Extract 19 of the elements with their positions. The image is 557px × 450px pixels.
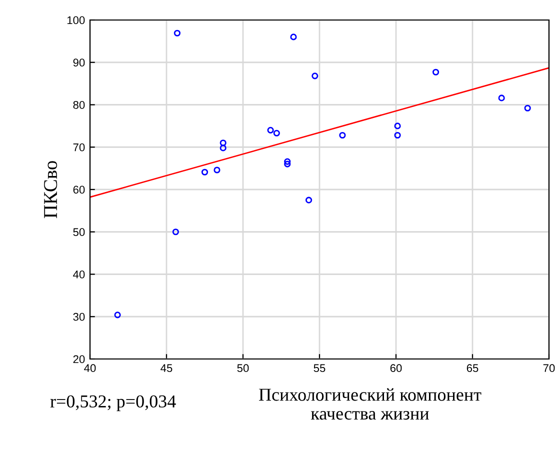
x-axis-title: Психологический компонент качества жизни bbox=[259, 388, 482, 420]
y-tick-label: 50 bbox=[73, 228, 85, 236]
text: r=0,532; p=0,034 bbox=[50, 395, 176, 412]
y-tick-label: 90 bbox=[73, 58, 85, 67]
x-tick-label: 50 bbox=[237, 364, 249, 372]
x-tick-label: 60 bbox=[390, 364, 402, 372]
y-tick-label: 70 bbox=[73, 143, 85, 152]
x-tick-label: 55 bbox=[314, 364, 326, 372]
y-tick-label: 20 bbox=[73, 355, 85, 364]
y-tick-label: 40 bbox=[73, 270, 85, 278]
x-tick-label: 40 bbox=[84, 364, 96, 372]
y-tick-label: 100 bbox=[67, 16, 85, 24]
y-axis-title: ПКСво bbox=[44, 161, 58, 218]
x-tick-label: 70 bbox=[543, 364, 555, 372]
x-tick-label: 65 bbox=[466, 364, 478, 372]
x-tick-label: 45 bbox=[160, 364, 172, 372]
y-tick-label: 30 bbox=[73, 312, 85, 321]
y-tick-label: 60 bbox=[73, 186, 85, 194]
y-tick-label: 80 bbox=[73, 101, 85, 109]
